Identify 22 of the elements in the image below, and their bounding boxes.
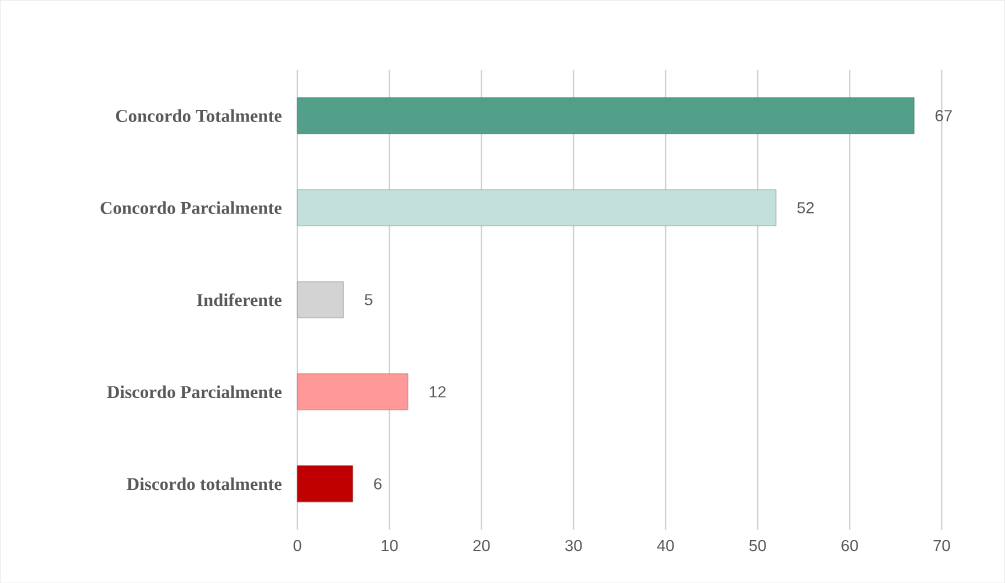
data-label: 12 xyxy=(429,385,446,398)
x-tick-label: 60 xyxy=(841,539,858,551)
data-label: 6 xyxy=(374,477,382,490)
x-tick-label: 40 xyxy=(657,539,674,551)
x-tick-label: 0 xyxy=(293,539,302,551)
bar xyxy=(297,189,777,226)
y-tick-label: Concordo Parcialmente xyxy=(100,201,282,214)
y-tick-label: Indiferente xyxy=(196,293,282,306)
bar xyxy=(297,97,915,134)
bar xyxy=(297,373,409,410)
y-tick-label: Discordo totalmente xyxy=(126,477,282,490)
y-tick-label: Discordo Parcialmente xyxy=(107,385,282,398)
bar xyxy=(297,465,353,502)
data-label: 52 xyxy=(797,201,814,214)
x-tick-label: 10 xyxy=(381,539,398,551)
x-tick-label: 70 xyxy=(933,539,950,551)
data-label: 5 xyxy=(364,293,373,306)
x-tick-label: 30 xyxy=(565,539,582,551)
x-tick-label: 20 xyxy=(473,539,490,551)
x-tick-label: 50 xyxy=(749,539,766,551)
data-label: 67 xyxy=(935,109,952,122)
y-tick-label: Concordo Totalmente xyxy=(116,109,282,122)
